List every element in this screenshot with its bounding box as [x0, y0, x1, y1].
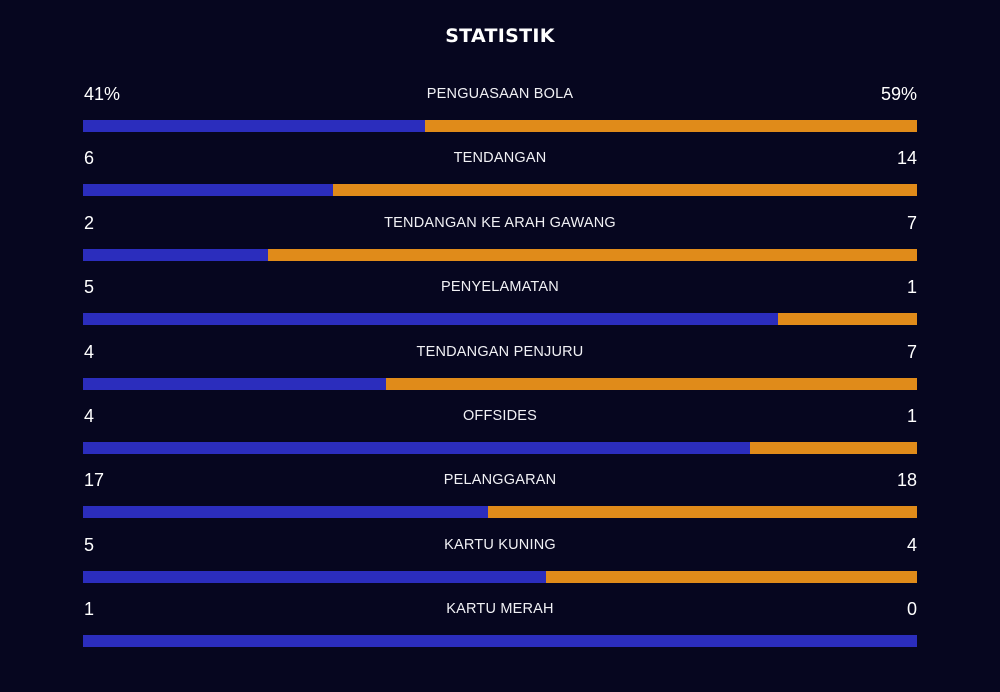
stat-header: 2 TENDANGAN KE ARAH GAWANG 7	[83, 210, 917, 236]
stat-home-value: 6	[84, 148, 95, 169]
stat-away-value: 59%	[880, 84, 917, 104]
stat-bar-away	[333, 184, 917, 197]
stat-home-value: 5	[84, 534, 95, 555]
stat-header: 6 TENDANGAN 14	[83, 145, 917, 171]
stat-row: 5 KARTU KUNING 4	[83, 532, 917, 595]
stat-away-value: 14	[896, 148, 917, 169]
stat-comparison-bar	[83, 120, 917, 132]
stat-label: KARTU MERAH	[446, 601, 554, 618]
stat-header: 1 KARTU MERAH 0	[83, 596, 917, 622]
stat-comparison-bar	[83, 377, 917, 390]
stat-bar-away	[750, 441, 917, 454]
stat-home-value: 5	[84, 277, 95, 298]
stat-bar-away	[778, 313, 917, 326]
stat-label: OFFSIDES	[462, 407, 538, 424]
stat-away-value: 4	[906, 534, 917, 555]
stat-bar-home	[83, 377, 387, 390]
stat-bar-away	[546, 570, 917, 583]
stat-bar-home	[83, 184, 334, 197]
stat-home-value: 2	[84, 212, 95, 233]
stat-comparison-bar	[83, 313, 917, 326]
stat-row: 6 TENDANGAN 14	[83, 145, 917, 208]
stat-row: 5 PENYELAMATAN 1	[83, 274, 917, 337]
stat-header: 4 TENDANGAN PENJURU 7	[83, 339, 917, 365]
stat-bar-home	[83, 635, 917, 648]
stat-bar-away	[386, 377, 917, 390]
stat-bar-away	[268, 248, 917, 261]
page-title: STATISTIK	[445, 25, 555, 47]
stat-away-value: 7	[906, 212, 917, 233]
stat-row: 2 TENDANGAN KE ARAH GAWANG 7	[83, 210, 917, 273]
stat-bar-home	[83, 506, 489, 519]
stat-bar-away	[488, 506, 917, 519]
stat-bar-home	[83, 248, 269, 261]
stats-list: 41% PENGUASAAN BOLA 59% 6 TENDANGAN 14 2 TENDAN…	[83, 80, 917, 660]
stat-row: 17 PELANGGARAN 18	[83, 467, 917, 530]
stat-label: TENDANGAN	[453, 150, 547, 167]
stat-comparison-bar	[83, 570, 917, 583]
stat-home-value: 1	[84, 599, 95, 620]
stat-comparison-bar	[83, 248, 917, 261]
stat-comparison-bar	[83, 506, 917, 519]
stat-label: KARTU KUNING	[444, 536, 556, 553]
stat-row: 1 KARTU MERAH 0	[83, 596, 917, 659]
stat-bar-home	[83, 570, 547, 583]
stat-label: TENDANGAN KE ARAH GAWANG	[384, 214, 616, 231]
stat-away-value: 18	[896, 470, 917, 491]
stat-comparison-bar	[83, 635, 917, 648]
stat-label: PENGUASAAN BOLA	[426, 86, 574, 102]
stat-label: PENYELAMATAN	[441, 279, 559, 296]
stat-away-value: 1	[906, 277, 917, 298]
stat-away-value: 1	[906, 405, 917, 426]
stat-header: 17 PELANGGARAN 18	[83, 467, 917, 493]
stat-bar-away	[424, 120, 917, 132]
stat-home-value: 4	[84, 405, 95, 426]
stat-home-value: 41%	[84, 84, 121, 104]
stat-row: 4 TENDANGAN PENJURU 7	[83, 339, 917, 402]
stat-label: PELANGGARAN	[443, 472, 557, 489]
stat-away-value: 7	[906, 341, 917, 362]
stat-comparison-bar	[83, 441, 917, 454]
stat-home-value: 4	[84, 341, 95, 362]
stat-header: 5 PENYELAMATAN 1	[83, 274, 917, 300]
stat-label: TENDANGAN PENJURU	[416, 343, 584, 360]
stat-away-value: 0	[906, 599, 917, 620]
stat-comparison-bar	[83, 184, 917, 197]
stat-home-value: 17	[84, 470, 105, 491]
stat-row: 41% PENGUASAAN BOLA 59%	[83, 81, 917, 144]
stat-bar-home	[83, 313, 778, 326]
stat-row: 4 OFFSIDES 1	[83, 403, 917, 466]
stat-header: 41% PENGUASAAN BOLA 59%	[83, 81, 917, 107]
stat-header: 4 OFFSIDES 1	[83, 403, 917, 429]
stat-bar-home	[83, 120, 425, 132]
stat-header: 5 KARTU KUNING 4	[83, 532, 917, 558]
stat-bar-home	[83, 441, 751, 454]
